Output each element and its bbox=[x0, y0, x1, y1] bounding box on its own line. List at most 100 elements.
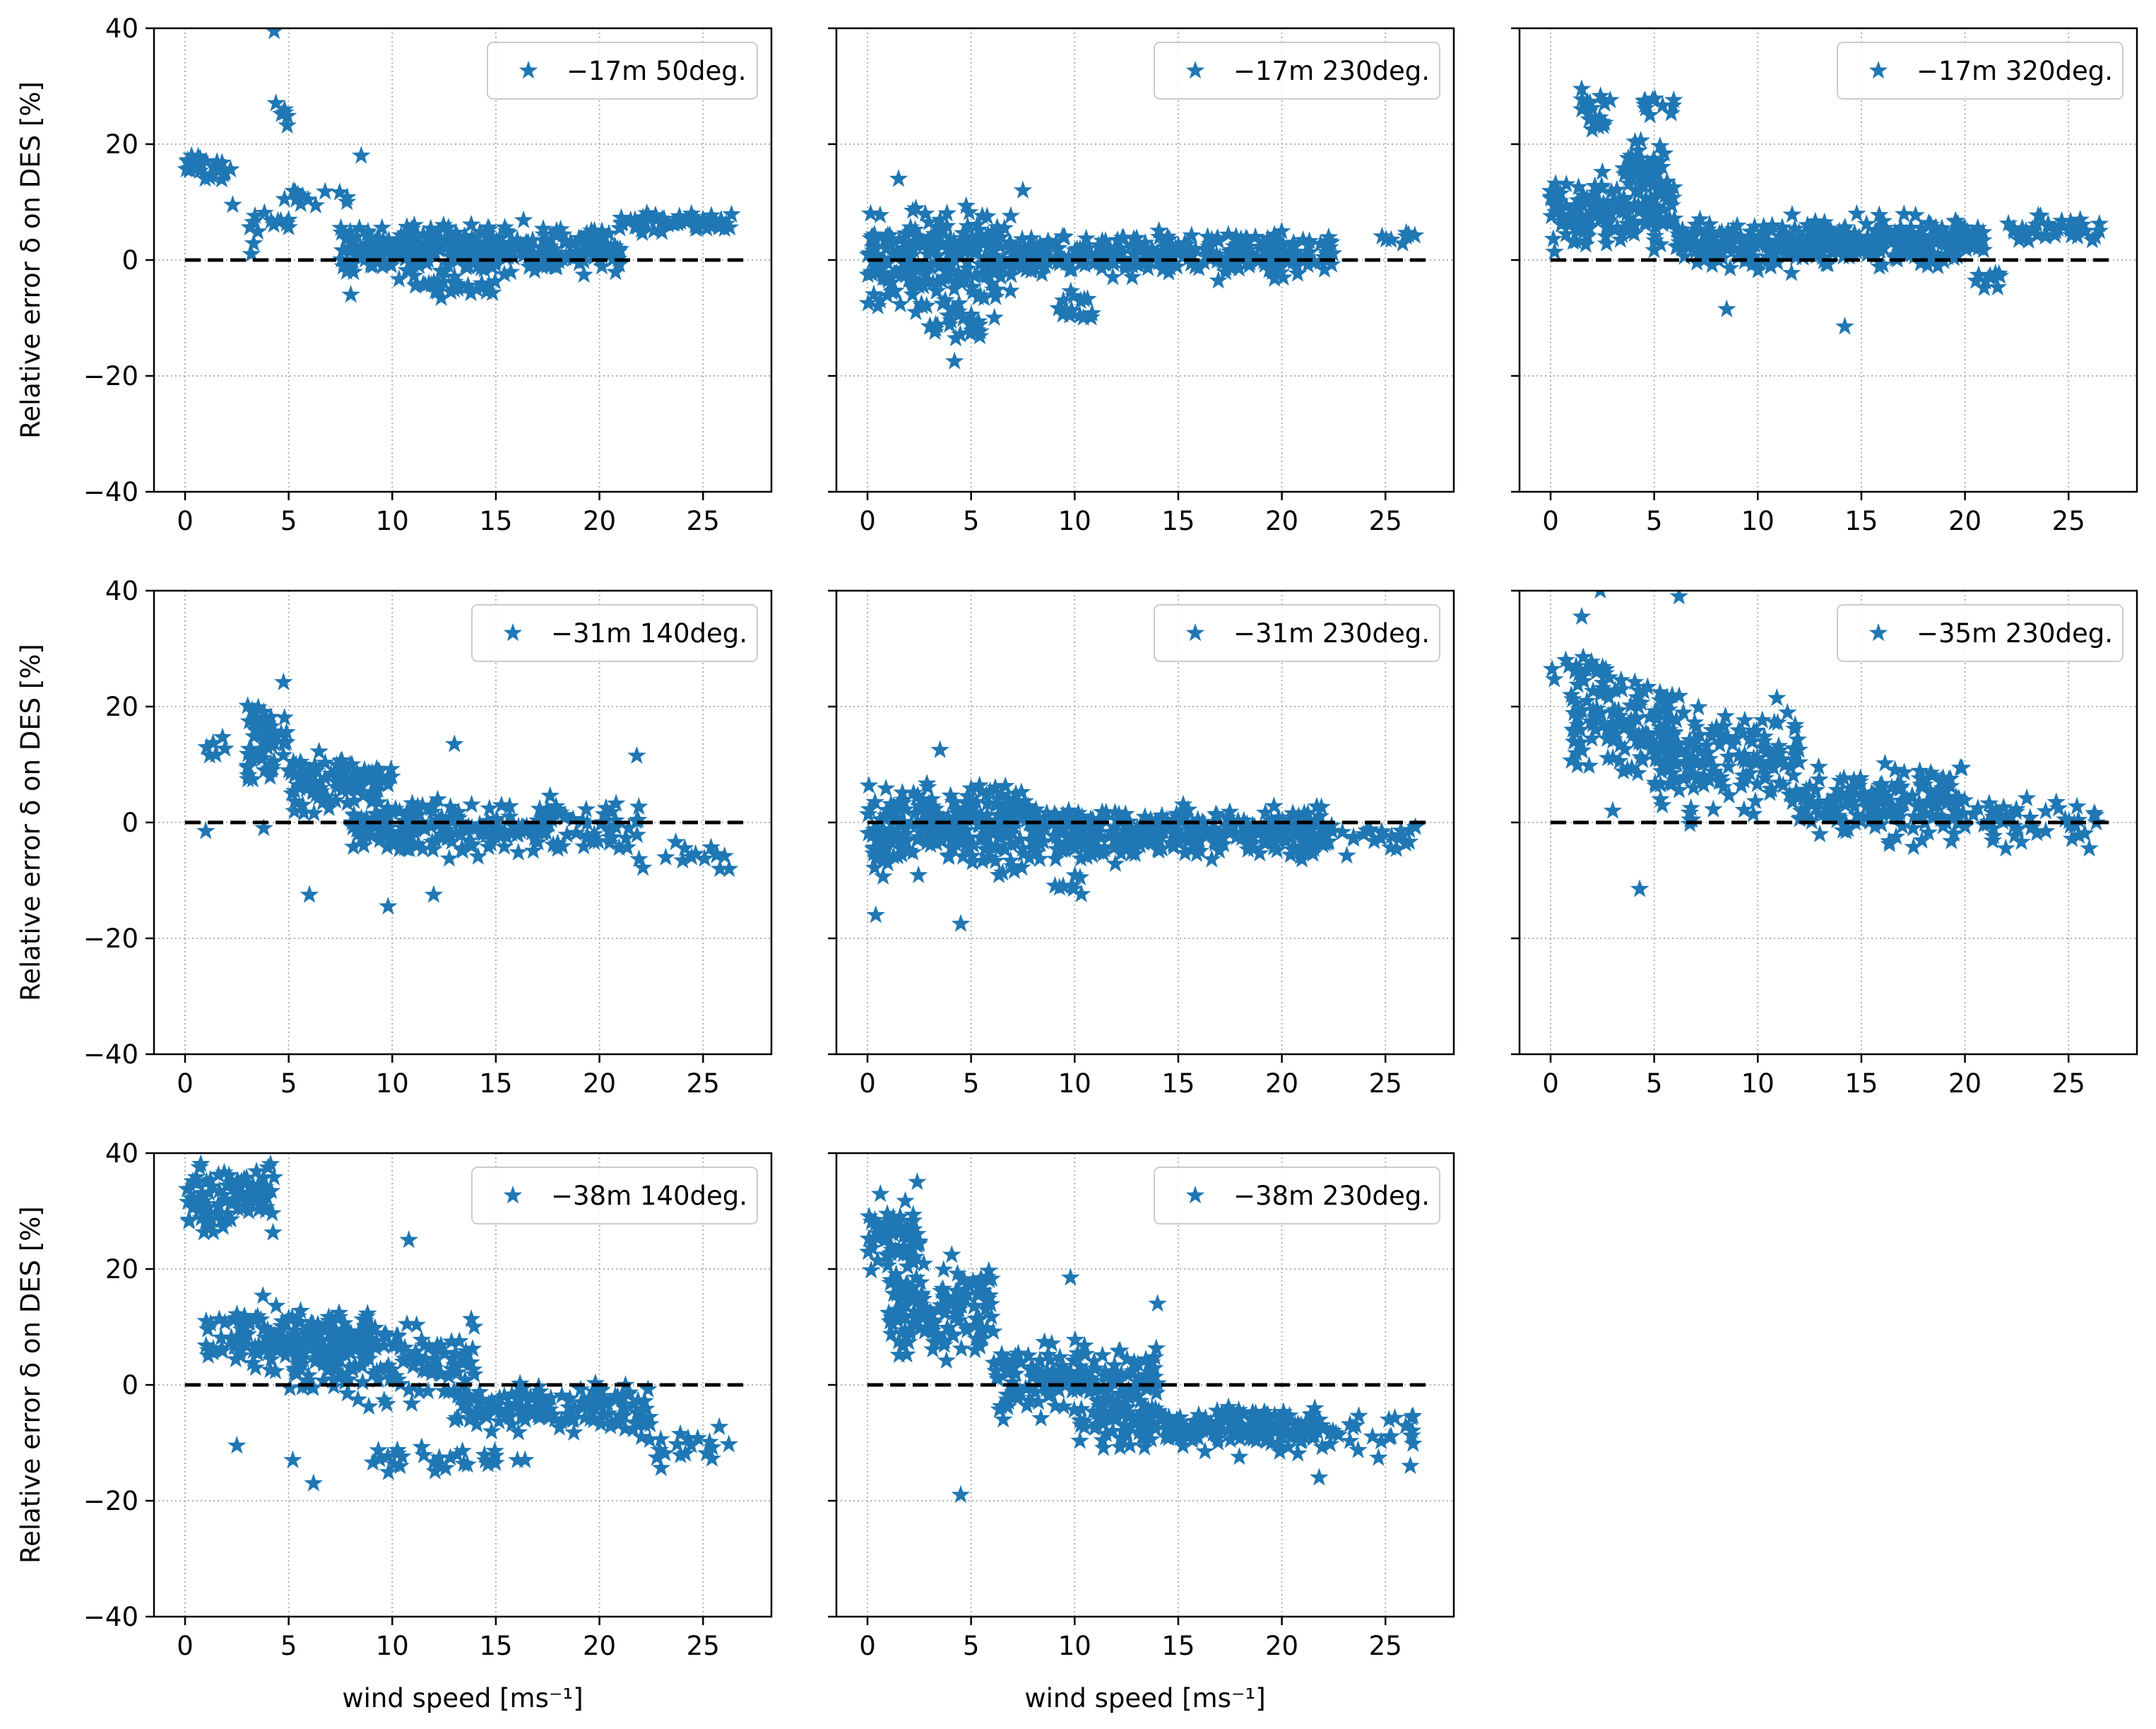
scatter-point bbox=[1863, 801, 1883, 820]
scatter-point bbox=[874, 249, 894, 267]
scatter-point bbox=[306, 195, 326, 214]
scatter-point bbox=[1690, 725, 1710, 743]
scatter-point bbox=[1310, 1468, 1329, 1486]
scatter-point bbox=[959, 827, 978, 846]
scatter-point bbox=[1093, 1430, 1113, 1448]
scatter-point bbox=[904, 1220, 923, 1238]
scatter-point bbox=[430, 1363, 449, 1382]
scatter-point bbox=[640, 1414, 660, 1433]
scatter-point bbox=[985, 837, 1005, 855]
scatter-point bbox=[1573, 196, 1593, 214]
scatter-point bbox=[439, 1381, 458, 1400]
scatter-point bbox=[937, 1318, 957, 1336]
scatter-point bbox=[542, 810, 562, 828]
scatter-point bbox=[1159, 815, 1178, 834]
scatter-point bbox=[1583, 681, 1603, 700]
scatter-point bbox=[304, 1473, 324, 1492]
scatter-point bbox=[242, 700, 262, 719]
scatter-point bbox=[1758, 755, 1778, 774]
scatter-point bbox=[359, 1396, 379, 1415]
scatter-point bbox=[374, 1335, 393, 1355]
scatter-point bbox=[1125, 844, 1145, 863]
scatter-point bbox=[1226, 226, 1246, 245]
x-tick-label: 15 bbox=[479, 1631, 512, 1661]
scatter-point bbox=[1610, 706, 1629, 724]
scatter-point bbox=[624, 1394, 643, 1413]
scatter-point bbox=[612, 213, 632, 232]
scatter-point bbox=[2047, 792, 2066, 810]
scatter-point bbox=[1127, 239, 1146, 257]
x-tick-label: 10 bbox=[1741, 1068, 1775, 1099]
scatter-point bbox=[486, 1453, 505, 1472]
x-tick-label: 5 bbox=[1646, 506, 1663, 536]
scatter-point bbox=[940, 314, 959, 333]
scatter-point bbox=[1110, 1437, 1130, 1456]
scatter-point bbox=[516, 244, 535, 262]
scatter-point bbox=[487, 809, 507, 827]
scatter-point bbox=[1069, 803, 1088, 822]
scatter-point bbox=[1229, 1400, 1248, 1419]
scatter-point bbox=[2074, 221, 2093, 240]
legend-box bbox=[471, 604, 758, 662]
scatter-point bbox=[422, 832, 442, 850]
scatter-point bbox=[1022, 259, 1042, 278]
scatter-point bbox=[1686, 215, 1706, 233]
scatter-point bbox=[880, 828, 899, 846]
scatter-point bbox=[247, 721, 266, 740]
x-tick-label: 20 bbox=[583, 1068, 616, 1099]
scatter-point bbox=[906, 199, 925, 217]
scatter-point bbox=[1902, 244, 1921, 263]
scatter-point bbox=[521, 1387, 540, 1405]
scatter-point bbox=[1256, 824, 1276, 842]
scatter-point bbox=[952, 1338, 971, 1357]
scatter-point bbox=[494, 1386, 514, 1405]
scatter-point bbox=[266, 93, 285, 112]
scatter-point bbox=[1582, 651, 1601, 670]
scatter-point bbox=[439, 236, 458, 254]
scatter-point bbox=[923, 1321, 942, 1339]
scatter-point bbox=[480, 798, 499, 817]
scatter-point bbox=[968, 1285, 987, 1303]
scatter-point bbox=[1238, 814, 1257, 832]
scatter-point bbox=[311, 772, 331, 790]
scatter-point bbox=[1187, 844, 1207, 863]
scatter-point bbox=[1572, 89, 1592, 108]
y-tick-label: 20 bbox=[105, 692, 138, 722]
scatter-point bbox=[1605, 700, 1625, 719]
scatter-point bbox=[2061, 211, 2080, 230]
scatter-point bbox=[357, 767, 377, 786]
scatter-point bbox=[399, 1380, 419, 1398]
scatter-point bbox=[904, 1210, 923, 1229]
scatter-point bbox=[1893, 816, 1912, 834]
scatter-point bbox=[1272, 221, 1291, 240]
scatter-point bbox=[909, 1232, 928, 1251]
scatter-point bbox=[1300, 242, 1319, 261]
scatter-point bbox=[986, 851, 1005, 869]
scatter-point bbox=[1783, 228, 1802, 246]
scatter-point bbox=[465, 244, 485, 263]
scatter-point bbox=[200, 745, 220, 764]
scatter-point bbox=[281, 762, 301, 781]
scatter-point bbox=[942, 827, 962, 846]
scatter-point bbox=[1402, 1420, 1422, 1439]
scatter-point bbox=[927, 281, 947, 300]
scatter-point bbox=[859, 776, 879, 794]
scatter-point bbox=[1214, 1420, 1233, 1439]
scatter-point bbox=[1400, 820, 1419, 839]
scatter-point bbox=[569, 253, 589, 271]
scatter-point bbox=[248, 1306, 267, 1325]
scatter-point bbox=[1054, 228, 1074, 246]
scatter-point bbox=[1638, 677, 1657, 695]
scatter-point bbox=[1921, 762, 1941, 781]
scatter-point bbox=[405, 227, 425, 245]
scatter-point bbox=[331, 751, 350, 769]
x-tick-label: 0 bbox=[1542, 1068, 1559, 1099]
legend: −35m 230deg. bbox=[1837, 604, 2124, 662]
scatter-point bbox=[964, 793, 983, 811]
scatter-point bbox=[1135, 1437, 1154, 1456]
scatter-point bbox=[1372, 821, 1392, 840]
scatter-point bbox=[288, 1346, 308, 1365]
scatter-point bbox=[366, 804, 385, 822]
scatter-point bbox=[1046, 1396, 1065, 1415]
scatter-point bbox=[1129, 1368, 1149, 1387]
